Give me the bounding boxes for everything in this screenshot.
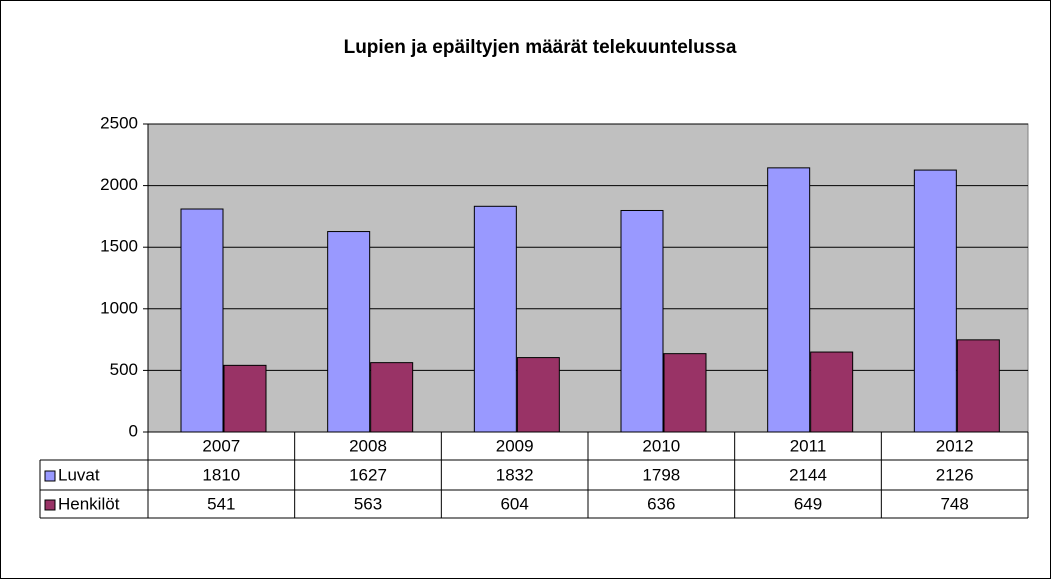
table-value: 1627 [349, 465, 387, 484]
y-tick-label: 500 [110, 360, 138, 379]
table-value: 636 [647, 494, 675, 513]
table-value: 748 [940, 494, 968, 513]
bar [370, 362, 414, 433]
x-tick-label: 2008 [349, 436, 387, 455]
bar [663, 353, 707, 433]
bar [327, 231, 371, 433]
table-value: 1798 [642, 465, 680, 484]
bar [473, 205, 517, 433]
legend-label: Luvat [58, 465, 100, 484]
y-tick-label: 0 [129, 421, 138, 440]
x-tick-label: 2012 [936, 436, 974, 455]
y-tick-label: 1500 [100, 237, 138, 256]
table-value: 541 [207, 494, 235, 513]
table-value: 2144 [789, 465, 827, 484]
table-value: 1810 [202, 465, 240, 484]
x-tick-label: 2009 [496, 436, 534, 455]
bar [223, 364, 267, 433]
legend-key [44, 470, 56, 482]
y-tick-label: 2000 [100, 175, 138, 194]
bar [767, 167, 811, 433]
legend-label: Henkilöt [58, 494, 120, 513]
y-tick-label: 2500 [100, 113, 138, 132]
table-value: 604 [500, 494, 528, 513]
bar [956, 339, 1000, 433]
x-tick-label: 2010 [642, 436, 680, 455]
table-value: 2126 [936, 465, 974, 484]
legend-key [44, 499, 56, 511]
table-value: 563 [354, 494, 382, 513]
x-tick-label: 2007 [202, 436, 240, 455]
bar [620, 209, 664, 433]
x-tick-label: 2011 [790, 436, 827, 455]
table-value: 1832 [496, 465, 534, 484]
y-tick-label: 1000 [100, 298, 138, 317]
bar [516, 357, 560, 433]
bar [810, 351, 854, 433]
plot-area [147, 123, 1029, 433]
table-value: 649 [794, 494, 822, 513]
bar [913, 169, 957, 433]
chart-title: Lupien ja epäiltyjen määrät telekuuntelu… [344, 37, 737, 58]
bar [180, 208, 224, 433]
